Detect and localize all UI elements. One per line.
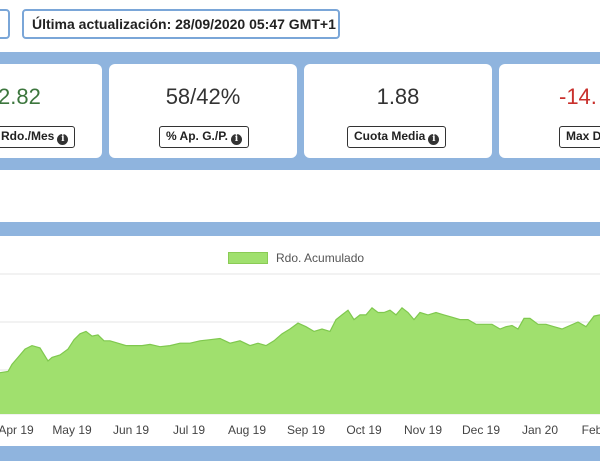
kpi-label-button[interactable]: Rdo./Mes i [0, 126, 76, 148]
series-area-rdo-acumulado [0, 307, 600, 414]
x-tick-label: Sep 19 [287, 423, 325, 437]
x-tick-label: Jul 19 [173, 423, 205, 437]
kpi-card-rdo-mes: 2.82 Rdo./Mes i [0, 64, 102, 158]
kpi-label-button[interactable]: Cuota Media i [347, 126, 447, 148]
spacer [0, 170, 600, 222]
kpi-value: 58/42% [165, 84, 241, 109]
legend-swatch [228, 252, 268, 264]
kpi-card-max-d: -14. Max D [499, 64, 600, 158]
kpi-label-text: Max D [566, 129, 600, 143]
x-tick-label: Aug 19 [228, 423, 266, 437]
x-tick-label: Jun 19 [113, 423, 149, 437]
series-line-rdo-acumulado [0, 306, 600, 374]
info-icon[interactable]: i [231, 134, 243, 145]
kpi-card-cuota-media: 1.88 Cuota Media i [304, 64, 492, 158]
update-left-box [0, 9, 10, 39]
kpi-band: 2.82 Rdo./Mes i 58/42% % Ap. G./P. i 1.88 … [0, 52, 600, 170]
cumulative-result-chart: Rdo. Acumulado Apr 19 May 19 Jun 19 Jul 19 A… [0, 236, 600, 446]
kpi-label-text: Cuota Media [354, 129, 426, 143]
bottom-band [0, 446, 600, 461]
x-tick-label: Apr 19 [0, 423, 34, 437]
kpi-label-button[interactable]: Max D [559, 126, 600, 148]
kpi-label-text: % Ap. G./P. [166, 129, 229, 143]
chart-legend[interactable]: Rdo. Acumulado [228, 250, 364, 266]
last-update-label: Última actualización: 28/09/2020 05:47 G… [22, 9, 340, 39]
x-tick-label: Nov 19 [404, 423, 442, 437]
info-icon[interactable]: i [428, 134, 440, 145]
x-tick-label: May 19 [52, 423, 92, 437]
chart-header-band [0, 222, 600, 236]
chart-svg: Apr 19 May 19 Jun 19 Jul 19 Aug 19 Sep 19 Oct … [0, 273, 600, 437]
kpi-label-button[interactable]: % Ap. G./P. i [159, 126, 250, 148]
update-bar: Última actualización: 28/09/2020 05:47 G… [0, 0, 600, 52]
legend-label: Rdo. Acumulado [276, 251, 365, 265]
kpi-label-text: Rdo./Mes [1, 129, 55, 143]
info-icon[interactable]: i [57, 134, 69, 145]
kpi-card-ap-gp: 58/42% % Ap. G./P. i [109, 64, 297, 158]
x-tick-label: Dec 19 [462, 423, 500, 437]
kpi-value: 1.88 [376, 84, 420, 109]
x-tick-label: Jan 20 [522, 423, 558, 437]
kpi-value: -14. [559, 84, 597, 109]
x-tick-label: Feb [582, 423, 600, 437]
kpi-value: 2.82 [0, 84, 41, 109]
x-tick-label: Oct 19 [346, 423, 382, 437]
